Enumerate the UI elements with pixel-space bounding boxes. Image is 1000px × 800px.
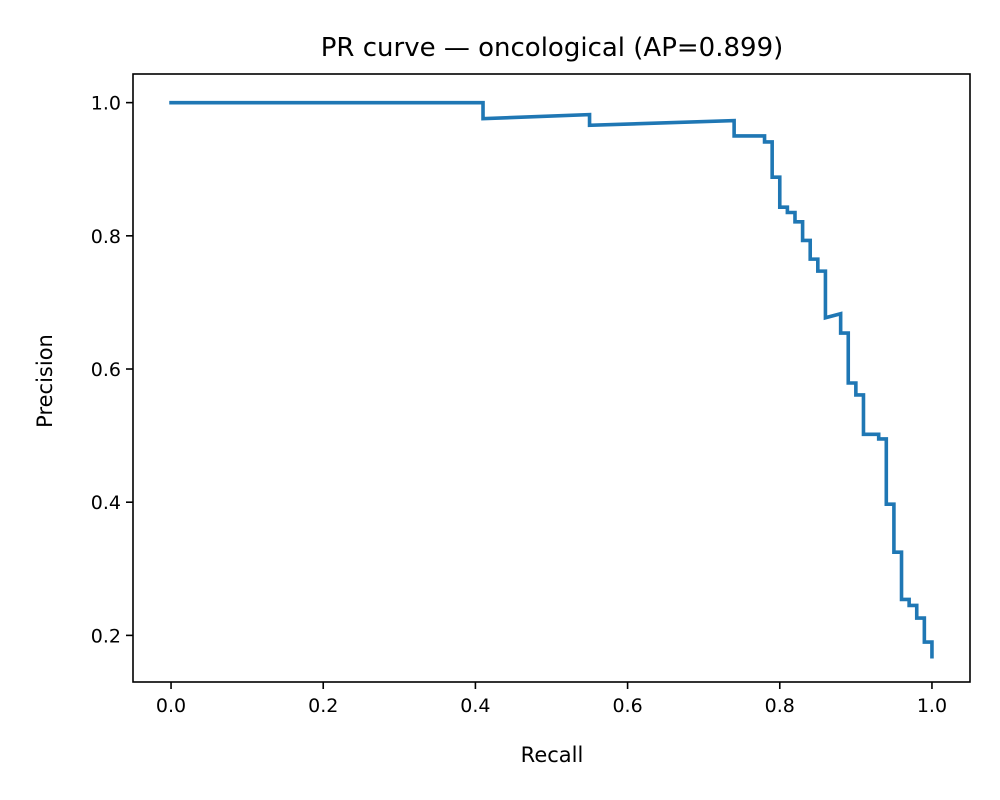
chart-title: PR curve — oncological (AP=0.899) [321,33,784,63]
x-tick-label: 0.2 [308,695,338,717]
plot-area [169,100,934,659]
x-axis-label: Recall [521,743,584,767]
y-tick-label: 1.0 [91,93,121,115]
x-tick-label: 0.6 [612,695,642,717]
x-tick-label: 0.8 [765,695,795,717]
y-tick-label: 0.8 [91,226,121,248]
y-axis-label: Precision [33,334,57,428]
axes-frame [132,73,971,683]
x-tick-label: 1.0 [917,695,947,717]
pr-curve-line [169,100,934,659]
x-tick-label: 0.0 [156,695,186,717]
y-tick-label: 0.6 [91,359,121,381]
y-tick-label: 0.2 [91,625,121,647]
y-tick-label: 0.4 [91,492,121,514]
x-tick-label: 0.4 [460,695,490,717]
y-axis: 0.2 0.4 0.6 0.8 1.0 [91,93,133,647]
x-axis: 0.0 0.2 0.4 0.6 0.8 1.0 [156,682,947,717]
